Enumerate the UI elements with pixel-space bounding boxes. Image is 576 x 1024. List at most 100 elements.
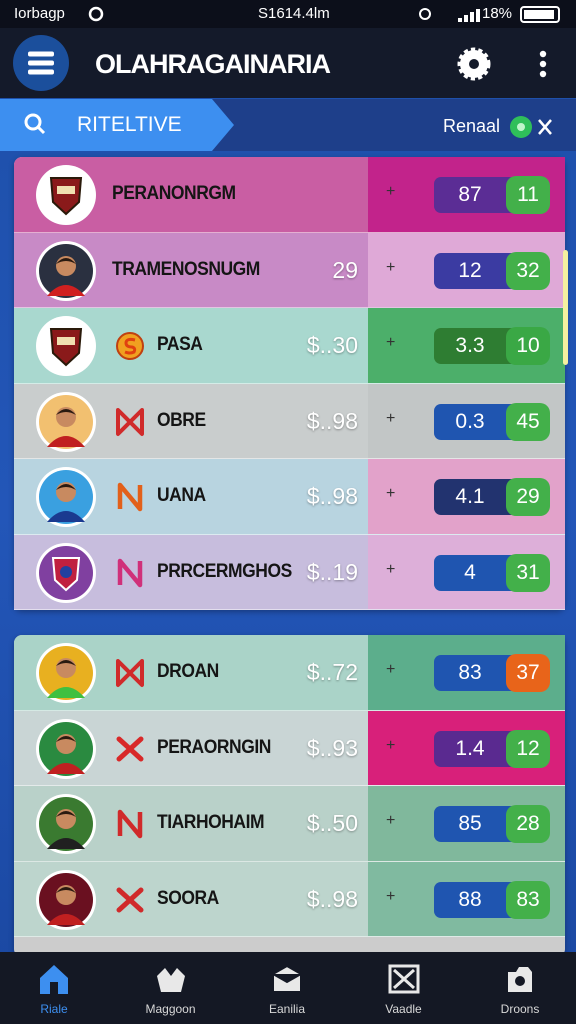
status-left: Iorbagp (14, 5, 65, 22)
avatar (36, 542, 96, 603)
badge-right-value: 37 (506, 654, 550, 692)
plus: + (386, 661, 396, 678)
app-title: OLAHRAGAINARIA (95, 49, 331, 79)
row-price: $..98 (306, 483, 358, 509)
nav-icon[interactable] (269, 962, 305, 996)
menu-line (28, 69, 54, 75)
nav-label[interactable]: Vaadle (385, 1002, 422, 1016)
nav-icon[interactable] (36, 962, 72, 996)
status-icon (88, 6, 104, 22)
row-name: DROAN (157, 661, 219, 682)
row-name: PRRCERMGHOS (157, 560, 292, 582)
nav-label[interactable]: Eanilia (268, 1002, 306, 1016)
bow-icon (116, 659, 144, 687)
player-hair (56, 257, 76, 264)
row-icon (117, 809, 143, 839)
badge-left-value: 12 (458, 258, 482, 282)
badge-left (434, 554, 518, 591)
avatar (36, 869, 96, 930)
x-icon (116, 887, 144, 912)
badge-left (434, 479, 518, 515)
scrollbar (563, 250, 568, 365)
green-dot-inner (517, 123, 525, 131)
row-price: $..50 (306, 810, 358, 836)
badge-right-value: 11 (506, 176, 550, 214)
player-hair (56, 660, 76, 666)
badge-left (434, 730, 518, 767)
badge-left-value: 3.3 (455, 334, 485, 357)
n-icon (117, 558, 143, 587)
avatar (36, 643, 96, 703)
row-icon (116, 659, 144, 687)
signal-bar (470, 12, 474, 22)
nav-icon[interactable] (502, 962, 538, 996)
action-icons[interactable] (508, 114, 560, 140)
search-icon (24, 113, 42, 131)
row-name: PERANONRGM (112, 183, 236, 204)
row-price: $..93 (306, 734, 358, 761)
row-price: $..98 (306, 407, 358, 434)
plus: + (386, 485, 396, 502)
player-body (47, 687, 85, 698)
row-name: OBRE (157, 409, 206, 431)
row-icon (116, 407, 144, 436)
crest-ball (60, 565, 72, 578)
settings-button[interactable] (455, 45, 493, 83)
badge-left-value: 85 (458, 812, 482, 835)
row-name: PASA (157, 334, 203, 355)
status-signal (419, 8, 480, 22)
avatar (36, 165, 96, 225)
player-hair (56, 886, 76, 893)
avatar (36, 316, 96, 376)
dot (539, 70, 547, 78)
badge-left (434, 403, 518, 440)
badge-left (434, 252, 518, 289)
badge-left-value: 1.4 (455, 736, 485, 760)
nav-icon[interactable] (153, 962, 189, 996)
n-icon (117, 482, 143, 512)
bow-icon (116, 407, 144, 436)
x-icon (116, 736, 144, 761)
nav-glyph (388, 964, 419, 994)
crest-band (57, 337, 75, 345)
badge-right-value: 28 (506, 805, 550, 843)
avatar (36, 391, 96, 452)
row-icon (116, 736, 144, 761)
badge-left-value: 0.3 (455, 409, 485, 433)
close-x (538, 119, 552, 135)
nav-label[interactable]: Riale (40, 1002, 68, 1016)
tab-action[interactable]: Renaal (443, 116, 501, 136)
badge-left (434, 881, 518, 918)
nav-label[interactable]: Maggoon (145, 1002, 196, 1016)
badge-left-value: 87 (458, 183, 482, 206)
plus: + (386, 887, 396, 905)
battery-level (524, 10, 554, 19)
plus: + (386, 334, 396, 351)
menu-line (28, 60, 54, 66)
search-tab[interactable] (0, 99, 236, 151)
row-price: $..72 (306, 659, 358, 685)
row-name: SOORA (157, 887, 219, 909)
plus: + (386, 183, 396, 200)
avatar (36, 467, 96, 527)
row-price: $..19 (306, 558, 358, 585)
avatar (36, 240, 96, 301)
coin-mark (124, 337, 137, 355)
player-hair (56, 484, 76, 490)
row-name: PERAORNGIN (157, 736, 271, 758)
badge-left-value: 4 (464, 560, 476, 584)
nav-glyph (272, 964, 302, 993)
badge-left-value: 83 (458, 661, 482, 684)
crest-band (57, 186, 75, 194)
menu-button[interactable] (12, 34, 70, 92)
row-icon (117, 558, 143, 587)
row-name: TRAMENOSNUGM (112, 258, 260, 280)
badge-left (434, 806, 518, 842)
badge-left (434, 655, 518, 691)
nav-icon[interactable] (386, 962, 422, 996)
plus: + (386, 258, 396, 276)
more-button[interactable] (533, 48, 553, 80)
nav-label[interactable]: Droons (500, 1002, 540, 1016)
